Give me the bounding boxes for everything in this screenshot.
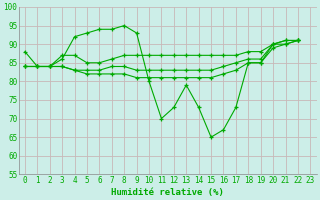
X-axis label: Humidité relative (%): Humidité relative (%) (111, 188, 224, 197)
